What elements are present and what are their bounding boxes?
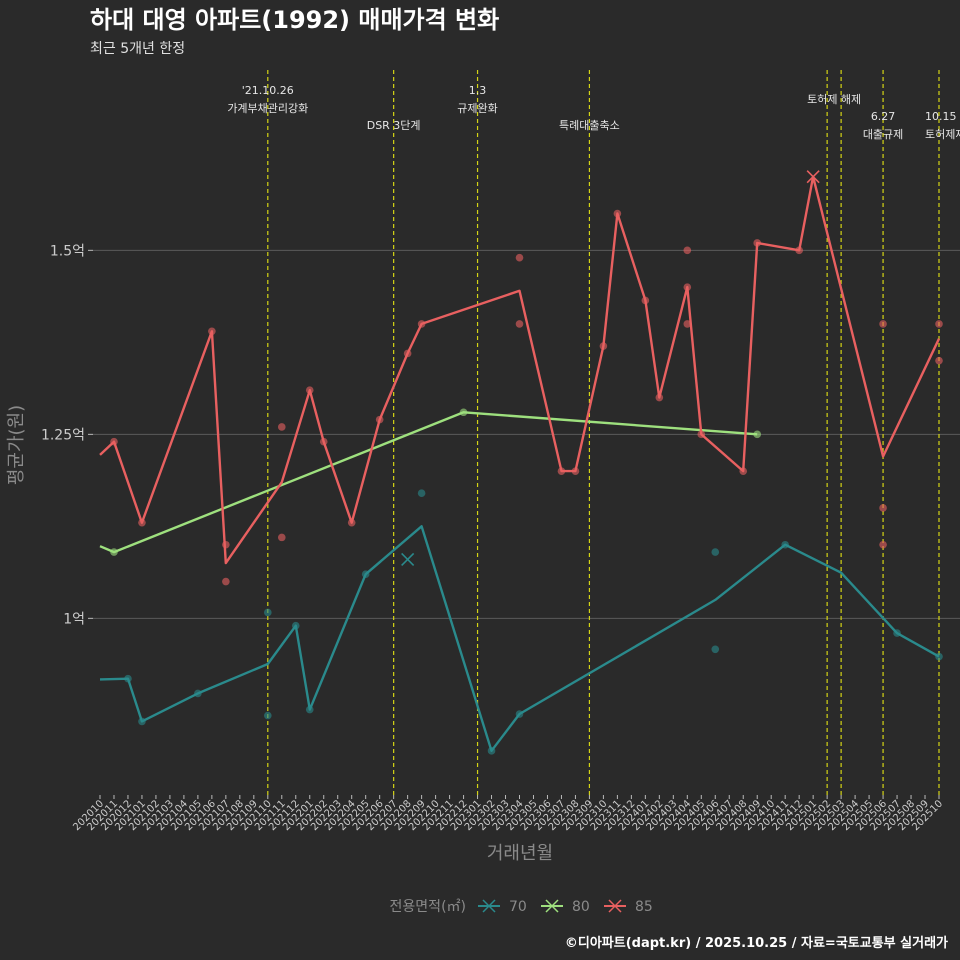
data-point [264, 711, 272, 720]
chart-subtitle: 최근 5개년 한정 [90, 41, 185, 57]
y-axis-label: 평균가(원) [6, 405, 27, 485]
x-axis-label: 거래년월 [487, 843, 553, 864]
data-point [515, 320, 524, 328]
y-tick-label: 1.5억 [50, 243, 85, 259]
event-label: 토허제재지정 [925, 128, 960, 141]
data-point [264, 608, 272, 617]
event-label: 특례대출축소 [559, 119, 620, 132]
data-point [711, 645, 720, 654]
event-label: DSR 3단계 [367, 119, 421, 132]
x-marker [806, 170, 820, 184]
legend-title: 전용면적(㎡) [390, 899, 466, 915]
data-point [683, 246, 692, 255]
data-point [277, 533, 286, 542]
series-line [99, 525, 940, 752]
gridlines [93, 249, 960, 619]
data-point [879, 504, 887, 512]
event-label: 규제완화 [457, 102, 497, 115]
legend-key-x [608, 899, 622, 913]
data-point [753, 430, 762, 439]
legend: 전용면적(㎡) 70 80 85 [390, 899, 653, 915]
chart-title: 하대 대영 아파트(1992) 매매가격 변화 [90, 6, 499, 34]
y-tick-label: 1억 [63, 611, 85, 627]
event-label-date: 1.3 [469, 84, 487, 97]
data-point [515, 253, 524, 262]
legend-label: 80 [572, 899, 590, 915]
event-label: 대출규제 [863, 128, 903, 141]
series-line [99, 175, 941, 565]
event-label-date: 6.27 [871, 110, 896, 123]
data-point [935, 356, 943, 365]
legend-label: 70 [509, 899, 527, 915]
legend-key-x [482, 899, 496, 913]
event-label: 가계부채관리강화 [227, 102, 308, 115]
series-line [99, 411, 758, 554]
series-80 [99, 408, 762, 556]
event-label: 토허제 해제 [807, 92, 861, 106]
x-marker [401, 552, 415, 567]
data-point [417, 489, 426, 498]
legend-label: 85 [635, 899, 653, 915]
data-point [683, 320, 692, 328]
axes: 1억1.25억1.5억20201020201120201220210120210… [41, 243, 945, 833]
data-point [277, 423, 286, 431]
chart-caption: ©디아파트(dapt.kr) / 2025.10.25 / 자료=국토교통부 실… [565, 935, 948, 951]
data-point [935, 320, 943, 328]
data-point [879, 540, 887, 549]
data-point [711, 548, 720, 556]
series-85 [99, 170, 943, 586]
event-label-date: 10.15 [925, 110, 957, 123]
event-label-date: '21.10.26 [242, 84, 294, 97]
data-point [879, 320, 887, 328]
y-tick-label: 1.25억 [41, 427, 85, 443]
data-series [99, 170, 943, 755]
data-point [222, 577, 230, 586]
legend-key-x [545, 899, 559, 913]
series-70 [99, 489, 943, 755]
